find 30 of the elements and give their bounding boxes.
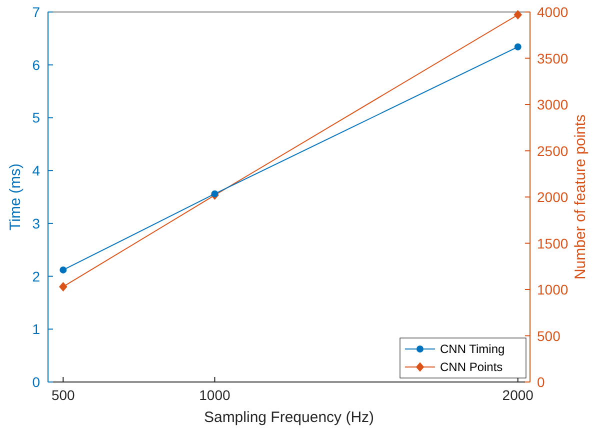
point bbox=[211, 190, 218, 198]
x-tick-label: 2000 bbox=[502, 387, 534, 403]
y-tick-label: 3 bbox=[32, 215, 40, 232]
y2-tick-label: 0 bbox=[537, 374, 545, 390]
y-tick-label: 1 bbox=[32, 321, 40, 338]
legend-label: CNN Timing bbox=[440, 342, 505, 356]
x-axis-title: Sampling Frequency (Hz) bbox=[204, 409, 374, 426]
point bbox=[514, 43, 522, 50]
y2-tick-label: 1500 bbox=[537, 235, 568, 252]
y-axis-title: Time (ms) bbox=[7, 164, 24, 230]
point bbox=[514, 10, 522, 20]
legend-label: CNN Points bbox=[440, 360, 503, 374]
point bbox=[59, 282, 68, 292]
y2-tick-label: 4000 bbox=[537, 4, 568, 20]
y-tick-label: 7 bbox=[32, 4, 40, 20]
y2-tick-label: 2000 bbox=[537, 189, 568, 205]
y2-tick-label: 3000 bbox=[537, 96, 568, 112]
x-tick-label: 500 bbox=[51, 387, 76, 403]
y2-axis-title: Number of feature points bbox=[572, 114, 589, 280]
y-tick-label: 0 bbox=[32, 374, 40, 390]
y-tick-label: 2 bbox=[32, 268, 40, 284]
y-tick-label: 5 bbox=[32, 110, 40, 126]
point bbox=[60, 266, 67, 274]
y-tick-label: 4 bbox=[32, 162, 40, 179]
y2-tick-label: 2500 bbox=[537, 142, 568, 159]
x-tick-label: 1000 bbox=[199, 387, 231, 403]
y-tick-label: 6 bbox=[32, 56, 40, 73]
y2-tick-label: 500 bbox=[537, 328, 561, 344]
y2-tick-label: 3500 bbox=[537, 50, 568, 66]
y2-tick-label: 1000 bbox=[537, 282, 568, 298]
